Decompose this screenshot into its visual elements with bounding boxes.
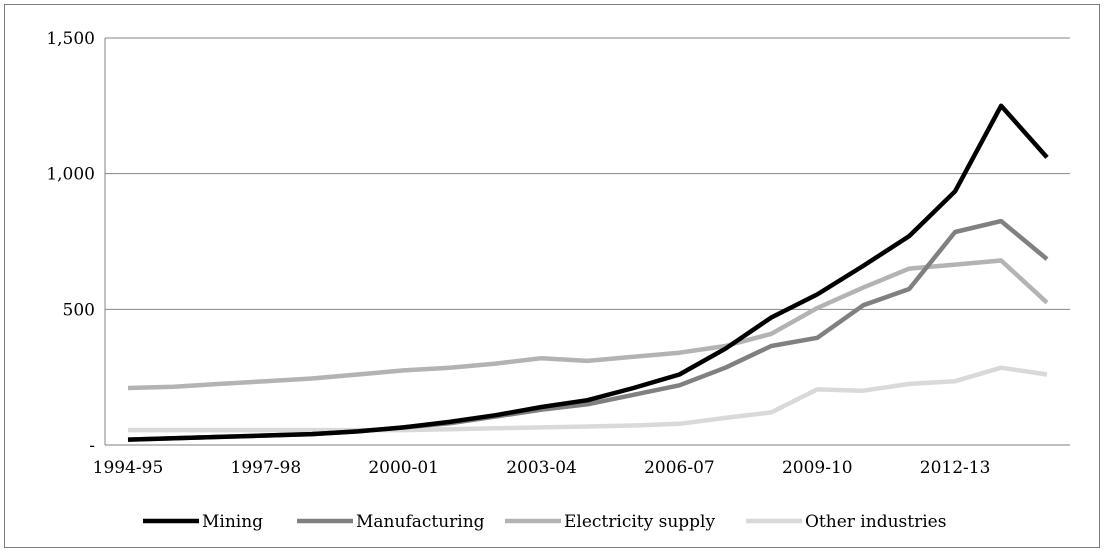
legend-label: Manufacturing [356, 512, 485, 532]
series-line-mining [127, 103, 1049, 442]
series-line-other-industries [128, 365, 1048, 433]
y-axis-ticks: - 500 1,000 1,500 [46, 29, 95, 456]
legend-label: Electricity supply [564, 512, 715, 532]
y-tick-label: 1,500 [46, 29, 95, 49]
x-tick-label: 1997-98 [231, 458, 302, 478]
gridlines [104, 37, 1070, 446]
y-tick-label: 1,000 [46, 165, 95, 185]
series-line-manufacturing [127, 218, 1049, 442]
legend-label: Other industries [805, 512, 946, 532]
x-tick-label: 1994-95 [93, 458, 164, 478]
y-tick-label: - [89, 436, 95, 456]
series-lines [127, 103, 1049, 442]
x-tick-label: 2009-10 [782, 458, 853, 478]
legend: Mining Manufacturing Electricity supply Oth… [143, 512, 946, 532]
x-tick-label: 2006-07 [644, 458, 715, 478]
y-tick-label: 500 [63, 300, 95, 320]
legend-label: Mining [202, 512, 263, 532]
x-tick-label: 2003-04 [506, 458, 577, 478]
x-tick-label: 2012-13 [920, 458, 991, 478]
x-tick-label: 2000-01 [368, 458, 439, 478]
x-axis-ticks: 1994-95 1997-98 2000-01 2003-04 2006-07 2009-… [93, 458, 991, 478]
series-line-electricity-supply [127, 258, 1049, 391]
